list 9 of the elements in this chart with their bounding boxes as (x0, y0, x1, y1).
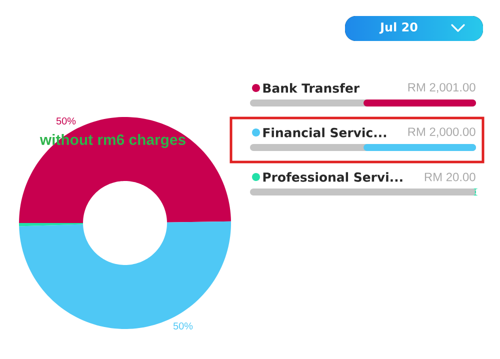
data-label: RM 2,000.00 (408, 128, 476, 138)
chart-subtitle: Jul 20 (379, 22, 418, 34)
legend-label: Bank Transfer (263, 83, 360, 93)
data-label: RM 20.00 (424, 172, 476, 182)
text: 50% (173, 322, 193, 330)
data-label: RM 2,001.00 (408, 83, 476, 93)
legend-label: Professional Servi... (263, 172, 402, 182)
text: 50% (56, 117, 76, 125)
legend-label: Financial Servic... (263, 128, 386, 138)
